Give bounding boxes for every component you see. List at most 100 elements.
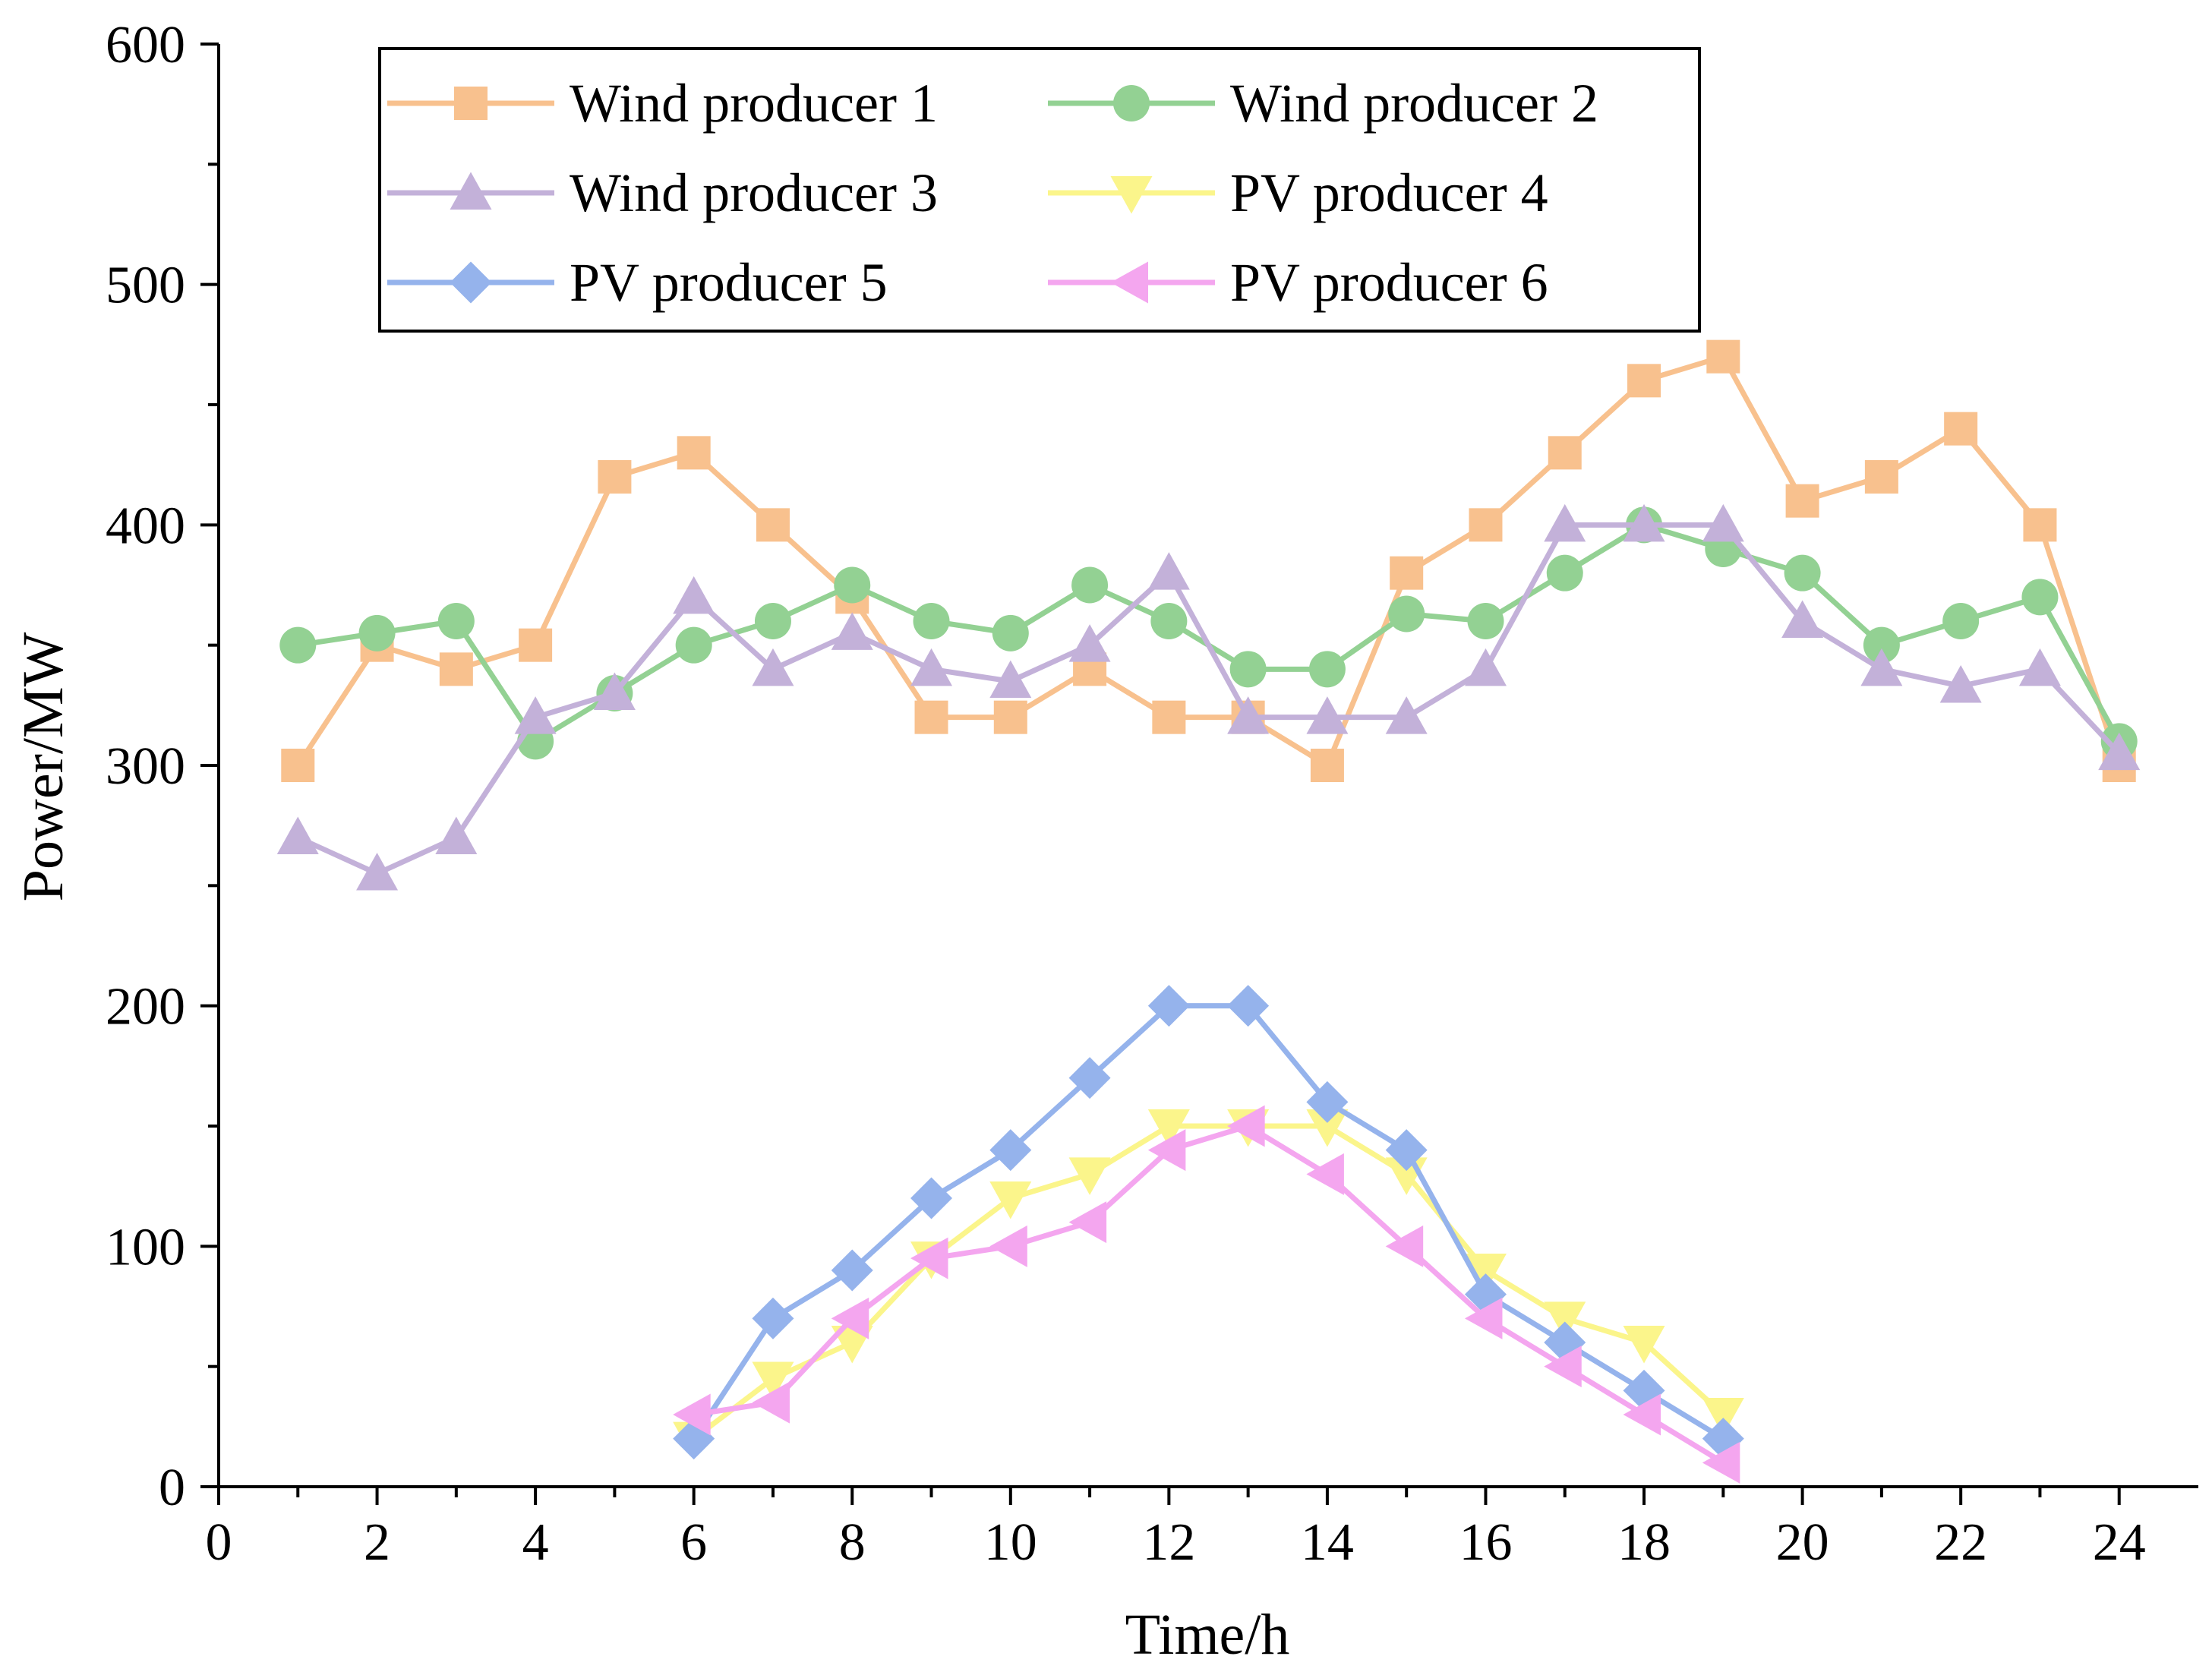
x-tick-label: 14 [1301, 1513, 1354, 1572]
x-tick-label: 22 [1934, 1513, 1987, 1572]
data-point [2023, 508, 2057, 542]
data-point [1702, 1441, 1740, 1484]
y-tick-label: 200 [106, 978, 185, 1036]
data-point [1306, 1153, 1344, 1195]
data-point [677, 436, 711, 470]
data-point [1152, 700, 1186, 734]
data-point [1306, 1080, 1349, 1123]
data-point [1623, 1393, 1661, 1436]
data-point [2021, 579, 2059, 616]
legend-swatch-marker [450, 261, 492, 304]
data-point [1068, 1057, 1111, 1099]
data-point [752, 1297, 794, 1339]
data-point [1702, 503, 1744, 542]
legend-item: PV producer 5 [387, 252, 888, 313]
data-point [673, 1393, 711, 1436]
data-point [831, 1249, 873, 1292]
series-6 [673, 1105, 1740, 1484]
data-point [1227, 696, 1270, 734]
x-tick-label: 20 [1776, 1513, 1829, 1572]
y-tick-label: 500 [106, 257, 185, 315]
x-tick-label: 6 [680, 1513, 707, 1572]
x-tick-label: 12 [1142, 1513, 1195, 1572]
x-tick-label: 8 [839, 1513, 866, 1572]
data-point [910, 1177, 953, 1219]
data-point [1623, 1326, 1665, 1364]
data-point [1147, 552, 1190, 590]
data-point [831, 1297, 869, 1339]
legend-swatch-marker [1110, 261, 1148, 304]
series-1 [281, 339, 2136, 782]
data-point [1942, 603, 1980, 639]
data-point [1860, 648, 1903, 686]
data-point [1939, 665, 1982, 703]
data-point [831, 612, 873, 650]
data-point [1544, 503, 1586, 542]
data-point [752, 1381, 790, 1424]
y-axis-label: Power/MW [11, 632, 75, 901]
data-point [1864, 460, 1898, 494]
data-point [1544, 1345, 1582, 1388]
data-point [1227, 985, 1270, 1027]
data-point [1702, 1398, 1744, 1436]
legend-label: Wind producer 1 [570, 73, 938, 134]
data-point [1385, 1129, 1428, 1172]
x-tick-label: 16 [1459, 1513, 1512, 1572]
data-point [1310, 749, 1344, 782]
data-point [1464, 1297, 1503, 1339]
data-point [1464, 1254, 1507, 1292]
x-tick-label: 18 [1617, 1513, 1671, 1572]
legend-item: Wind producer 3 [387, 162, 938, 223]
legend-swatch-marker [1113, 85, 1150, 121]
legend-swatch-marker [450, 172, 492, 210]
legend-label: PV producer 5 [570, 252, 888, 313]
data-point [1147, 1109, 1190, 1147]
legend: Wind producer 1 Wind producer 2 Wind produ… [378, 47, 1701, 333]
data-point [910, 648, 953, 686]
data-point [1306, 696, 1349, 734]
data-point [2098, 732, 2141, 771]
data-point [514, 696, 557, 734]
data-point [1627, 364, 1661, 398]
data-point [435, 816, 478, 854]
data-point [439, 652, 473, 686]
data-point [1385, 1225, 1424, 1267]
legend-label: PV producer 4 [1230, 162, 1548, 223]
data-point [675, 626, 712, 664]
data-point [834, 566, 871, 604]
data-point [913, 603, 950, 639]
series-2 [279, 506, 2138, 760]
data-point [2018, 648, 2061, 686]
legend-label: PV producer 6 [1230, 252, 1548, 313]
x-tick-label: 4 [522, 1513, 549, 1572]
data-point [1306, 1109, 1349, 1147]
series-3 [276, 503, 2141, 891]
y-tick-label: 400 [106, 497, 185, 555]
data-point [1784, 554, 1821, 592]
series-line [296, 522, 2122, 876]
data-point [910, 1237, 948, 1279]
series-5 [673, 985, 1744, 1460]
data-point [1469, 508, 1503, 542]
data-point [992, 614, 1029, 651]
x-tick-label: 2 [364, 1513, 390, 1572]
data-point [989, 660, 1032, 699]
y-tick-label: 0 [159, 1459, 185, 1517]
data-point [598, 460, 632, 494]
data-point [1150, 603, 1188, 639]
legend-label: Wind producer 3 [570, 162, 938, 223]
data-point [1147, 985, 1190, 1027]
data-point [1467, 603, 1504, 639]
legend-swatch-marker [454, 87, 488, 120]
data-point [1068, 1157, 1111, 1195]
data-point [1385, 696, 1428, 734]
series-line [691, 1003, 1725, 1441]
legend-item: Wind producer 1 [387, 73, 938, 134]
legend-item: PV producer 6 [1048, 252, 1548, 313]
data-point [1548, 436, 1582, 470]
data-point [756, 508, 790, 542]
data-point [1071, 566, 1109, 604]
data-point [914, 700, 948, 734]
